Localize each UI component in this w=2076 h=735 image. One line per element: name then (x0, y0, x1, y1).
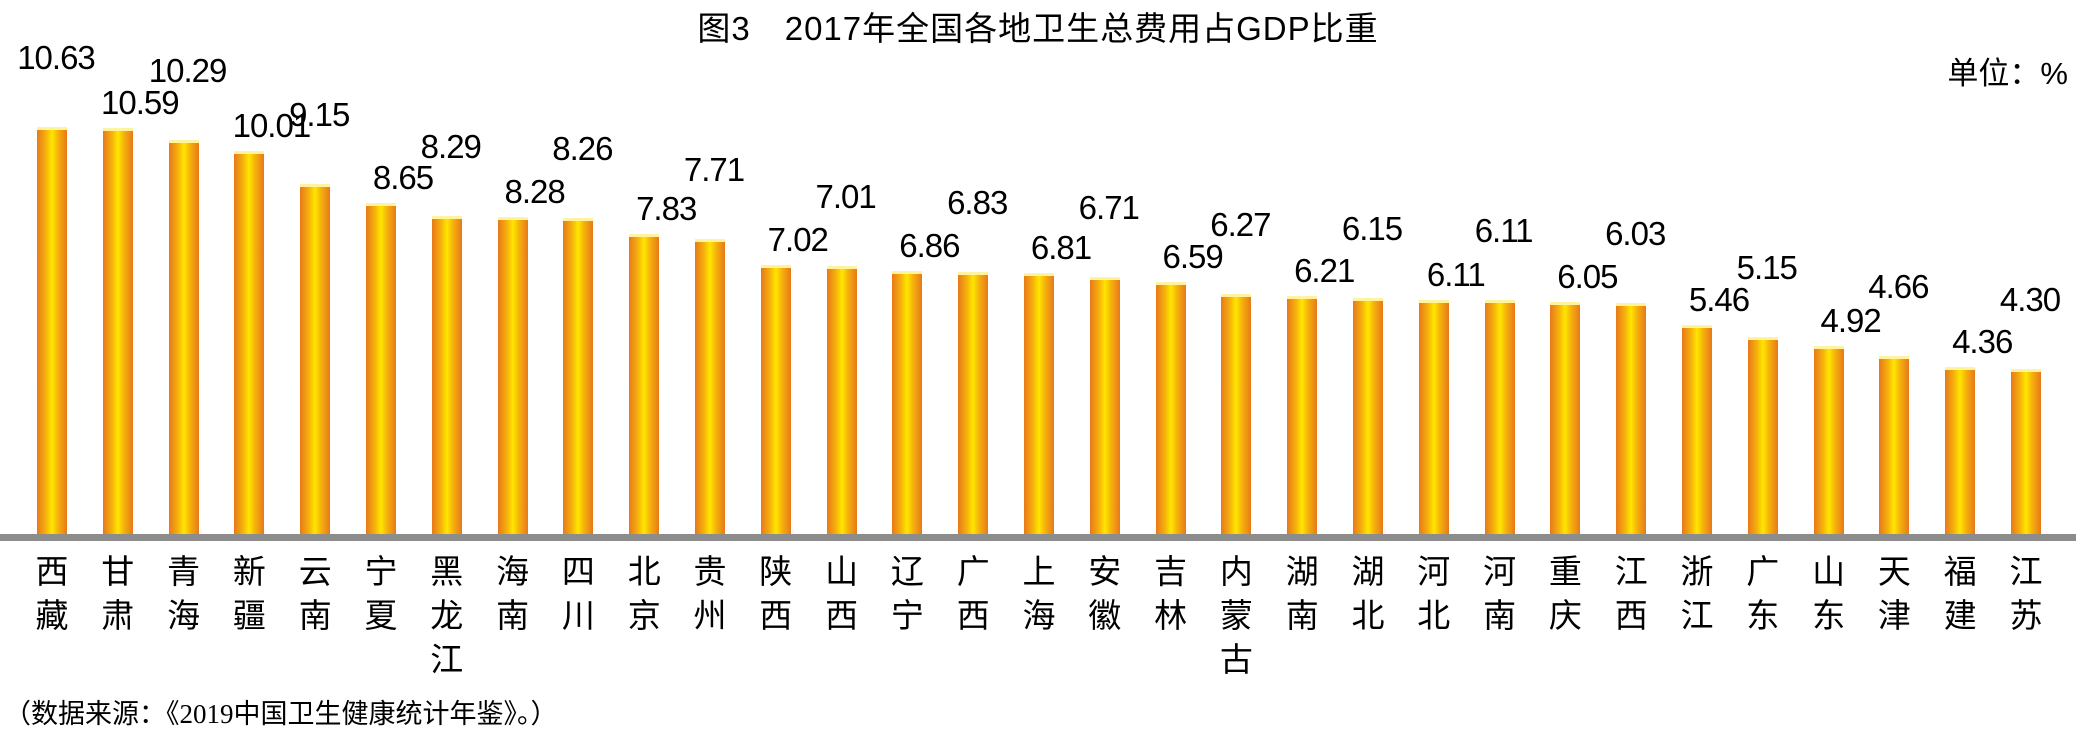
category-label: 宁夏 (364, 553, 398, 634)
bar-12 (826, 265, 857, 534)
bar-20 (1353, 298, 1383, 534)
category-label: 北京 (627, 553, 661, 634)
bar-26 (1747, 336, 1778, 534)
bar-10 (695, 238, 725, 534)
bar-3 (234, 150, 265, 534)
bar-16 (1089, 277, 1120, 534)
bar-27 (1813, 345, 1844, 534)
data-label: 4.30 (1999, 281, 2061, 319)
category-label: 山西 (825, 553, 859, 634)
bar-28 (1879, 355, 1910, 534)
category-label: 吉林 (1154, 553, 1188, 634)
category-label: 内蒙古 (1219, 553, 1253, 678)
data-label: 6.11 (1426, 255, 1486, 293)
category-label: 浙江 (1680, 553, 1714, 634)
category-label: 贵州 (693, 553, 727, 634)
data-label: 8.65 (372, 158, 434, 196)
data-label: 6.11 (1474, 211, 1534, 249)
bar-4 (300, 183, 331, 534)
bar-1 (102, 128, 133, 534)
data-label: 6.05 (1557, 258, 1618, 296)
data-label: 10.63 (17, 38, 96, 76)
category-label: 重庆 (1548, 553, 1582, 634)
data-label: 6.83 (947, 184, 1008, 222)
data-label: 7.01 (815, 177, 876, 215)
category-label: 辽宁 (890, 553, 924, 634)
data-label: 6.03 (1605, 215, 1666, 253)
data-label: 6.27 (1210, 205, 1271, 243)
category-label: 广东 (1746, 553, 1780, 634)
bar-25 (1682, 324, 1712, 534)
bar-29 (1945, 367, 1976, 534)
bar-6 (431, 216, 462, 534)
data-label: 8.26 (552, 129, 613, 167)
category-label: 新疆 (232, 553, 266, 634)
bar-23 (1550, 302, 1581, 534)
bar-11 (760, 265, 791, 534)
data-label: 9.15 (289, 95, 350, 133)
category-label: 西藏 (35, 553, 69, 634)
data-label: 6.86 (899, 227, 960, 265)
data-label: 10.59 (101, 84, 180, 122)
category-label: 海南 (496, 553, 530, 634)
category-label: 江西 (1614, 553, 1648, 634)
data-label: 8.29 (420, 128, 482, 166)
bar-8 (563, 217, 594, 534)
bar-19 (1287, 296, 1318, 534)
data-label: 4.36 (1952, 323, 2013, 360)
x-axis-line (0, 534, 2076, 541)
category-label: 黑龙江 (430, 553, 464, 678)
category-label: 福建 (1943, 553, 1977, 634)
bar-7 (497, 216, 528, 534)
bar-17 (1155, 281, 1186, 534)
data-label: 5.46 (1688, 280, 1750, 318)
data-label: 10.29 (148, 51, 228, 89)
bar-13 (892, 271, 923, 534)
data-label: 8.28 (504, 172, 565, 210)
category-label: 陕西 (759, 553, 793, 634)
data-label: 7.71 (683, 150, 745, 188)
data-label: 7.83 (636, 190, 697, 228)
data-label: 5.15 (1736, 248, 1798, 286)
data-label: 6.81 (1030, 229, 1092, 267)
bar-21 (1418, 299, 1449, 534)
category-label: 河北 (1417, 553, 1451, 634)
data-label: 4.66 (1868, 267, 1929, 305)
data-label: 4.92 (1820, 301, 1881, 339)
category-label: 安徽 (1088, 553, 1122, 634)
bar-15 (1024, 273, 1054, 534)
category-label: 天津 (1877, 553, 1911, 634)
bar-22 (1484, 299, 1515, 534)
bar-0 (37, 126, 67, 534)
category-label: 云南 (298, 553, 332, 634)
source-note: （数据来源：《2019中国卫生健康统计年鉴》。） (4, 699, 558, 729)
category-label: 江苏 (2009, 553, 2043, 634)
bar-24 (1616, 303, 1647, 534)
bar-9 (629, 234, 660, 534)
data-label: 6.71 (1078, 189, 1140, 226)
chart-title: 图3 2017年全国各地卫生总费用占GDP比重 (697, 10, 1379, 47)
category-label: 四川 (561, 553, 595, 634)
unit-label: 单位：% (1947, 56, 2068, 91)
category-label: 甘肃 (101, 553, 135, 634)
category-label: 广西 (956, 553, 990, 634)
data-label: 7.02 (767, 221, 829, 259)
bar-30 (2011, 369, 2041, 534)
category-label: 上海 (1022, 553, 1056, 634)
bar-14 (958, 272, 989, 534)
category-label: 湖南 (1285, 553, 1319, 634)
category-label: 河南 (1483, 553, 1517, 634)
data-label: 6.21 (1294, 252, 1355, 290)
category-label: 湖北 (1351, 553, 1385, 634)
bar-5 (366, 202, 396, 534)
bar-18 (1221, 293, 1252, 534)
bar-2 (168, 139, 199, 534)
data-label: 6.15 (1341, 210, 1403, 248)
data-label: 6.59 (1162, 237, 1223, 275)
category-label: 山东 (1812, 553, 1846, 634)
data-label: 10.01 (232, 106, 312, 144)
category-label: 青海 (167, 553, 201, 634)
